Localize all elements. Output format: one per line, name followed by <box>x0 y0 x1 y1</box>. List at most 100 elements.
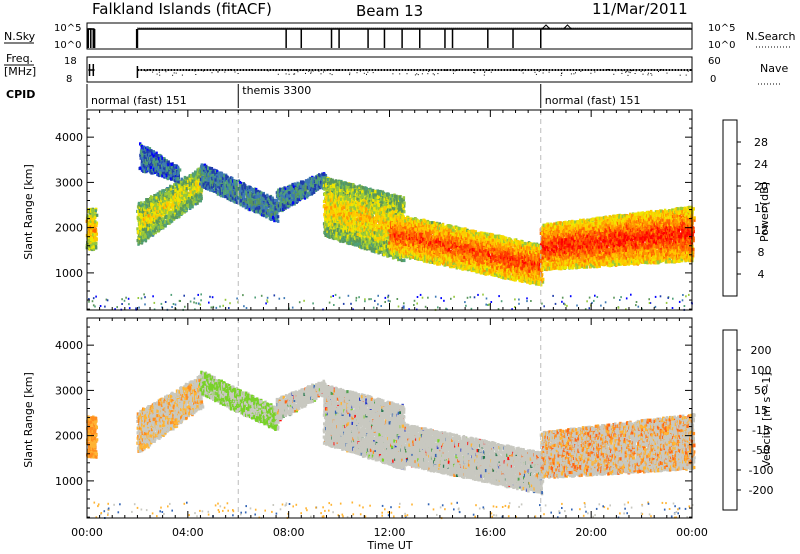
power-cell-2436 <box>220 194 223 198</box>
nave-point-23 <box>432 73 434 75</box>
power-cell-1185 <box>177 199 181 203</box>
status-traces <box>87 24 692 78</box>
power-cell-583 <box>150 219 153 223</box>
power-cell-2081 <box>169 176 173 180</box>
power-cell-1697 <box>140 145 144 149</box>
power-cell-2284 <box>208 169 212 173</box>
power-cell-386 <box>142 225 146 229</box>
power-cell-3137 <box>271 215 275 219</box>
power-cell-962 <box>166 196 169 200</box>
power-cell-2874 <box>251 208 255 212</box>
nave-point-29 <box>237 73 239 74</box>
power-cell-1506 <box>192 202 196 206</box>
power-cell-2407 <box>218 186 221 190</box>
nave-point-26 <box>320 73 322 75</box>
power-cell-2953 <box>258 210 262 214</box>
power-cell-602 <box>151 229 155 233</box>
power-cell-453 <box>145 218 149 223</box>
power-cell-765 <box>159 205 162 209</box>
power-cell-3123 <box>270 211 273 215</box>
power-cell-2775 <box>245 199 248 203</box>
power-cell-416 <box>144 237 147 241</box>
nave-point-60 <box>293 73 295 75</box>
power-cell-2146 <box>177 168 180 173</box>
power-cell-2733 <box>242 200 245 204</box>
power-cell-2624 <box>233 179 236 183</box>
power-cell-442 <box>145 211 148 215</box>
power-cell-1687 <box>140 149 143 153</box>
power-cell-3071 <box>266 200 270 204</box>
power-cell-1367 <box>185 189 188 193</box>
power-cell-1833 <box>149 151 152 155</box>
power-cell-1454 <box>190 182 193 186</box>
nave-point-117 <box>437 73 439 75</box>
power-cell-1647 <box>199 187 203 192</box>
power-cell-4330 <box>338 216 341 220</box>
power-cell-1923 <box>156 159 159 164</box>
power-cell-220 <box>94 215 97 219</box>
nave-point-127 <box>277 73 279 75</box>
power-cell-1337 <box>183 186 187 190</box>
power-cell-2016 <box>164 175 168 179</box>
power-cell-819 <box>161 225 164 229</box>
nave-point-100 <box>399 73 401 75</box>
power-cell-2025 <box>164 167 167 171</box>
power-cell-1306 <box>182 181 185 185</box>
power-cell-816 <box>160 199 163 203</box>
power-cell-3819 <box>324 217 327 221</box>
power-cell-2202 <box>202 177 205 181</box>
power-cell-1105 <box>174 213 177 217</box>
nave-point-88 <box>685 74 687 76</box>
power-cell-366 <box>141 203 144 207</box>
nave-point-81 <box>188 69 190 71</box>
power-cell-3447 <box>293 182 297 186</box>
cpid-segment-1: themis 3300 <box>242 84 311 97</box>
power-cell-2152 <box>199 182 202 186</box>
power-cell-2756 <box>243 182 246 187</box>
power-cell-1238 <box>180 188 183 192</box>
power-cell-2822 <box>248 208 251 212</box>
power-cell-987 <box>168 211 171 215</box>
power-cell-204 <box>93 225 97 229</box>
nave-point-132 <box>492 69 494 71</box>
power-cell-2292 <box>209 178 213 182</box>
power-cell-2647 <box>236 198 239 202</box>
nave-point-2 <box>148 69 150 71</box>
power-cell-891 <box>164 200 167 204</box>
power-cell-379 <box>141 209 145 213</box>
power-cell-579 <box>150 231 153 235</box>
power-cell-2934 <box>256 206 259 210</box>
nave-point-92 <box>454 70 456 72</box>
power-cell-631 <box>153 210 157 214</box>
power-cell-996 <box>169 218 172 223</box>
power-cell-2440 <box>220 179 223 184</box>
power-cell-1595 <box>197 199 200 203</box>
power-cell-553 <box>149 214 153 218</box>
nave-point-83 <box>202 70 204 72</box>
power-cell-614 <box>152 232 155 236</box>
power-cell-3134 <box>270 201 273 205</box>
power-cell-1399 <box>187 199 190 203</box>
power-cell-589 <box>150 202 154 206</box>
power-cell-2103 <box>171 169 175 173</box>
power-cell-1945 <box>157 169 161 174</box>
nave-point-116 <box>165 71 167 73</box>
power-cell-879 <box>163 196 166 200</box>
power-cell-1021 <box>170 214 173 218</box>
nave-point-136 <box>548 71 550 73</box>
power-cell-2245 <box>205 183 209 187</box>
power-cell-2870 <box>251 203 254 207</box>
power-cell-1998 <box>163 157 166 161</box>
power-cell-2514 <box>225 180 229 184</box>
nsky-edges <box>87 29 139 48</box>
power-cell-2920 <box>254 190 258 194</box>
nave-point-51 <box>490 71 492 73</box>
nave-point-79 <box>181 74 183 76</box>
power-cell-2885 <box>252 193 255 197</box>
power-cell-1974 <box>160 158 163 162</box>
power-cell-1004 <box>170 219 174 223</box>
power-cell-2094 <box>170 165 173 169</box>
cpid-segment-2: normal (fast) 151 <box>545 94 641 107</box>
nave-point-27 <box>211 72 213 74</box>
